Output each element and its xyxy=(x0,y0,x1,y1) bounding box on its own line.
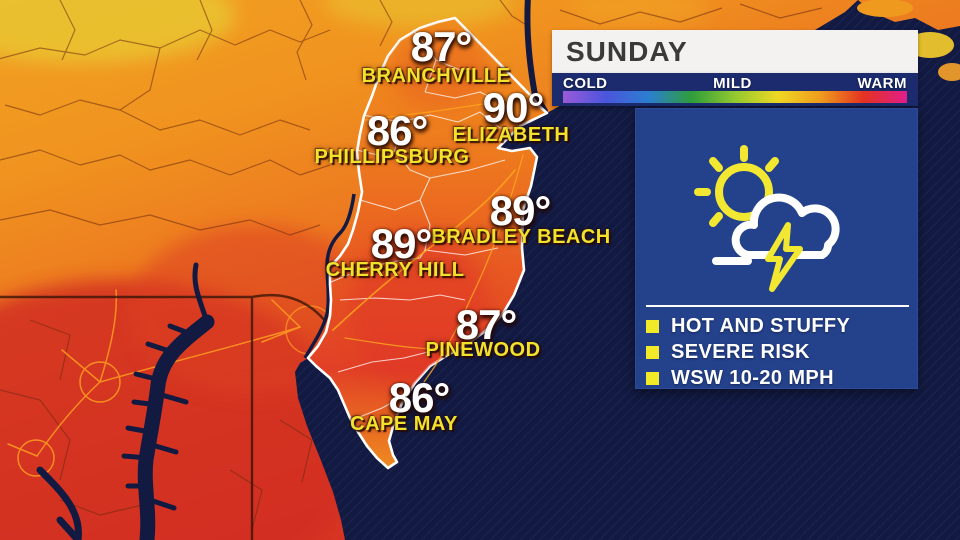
bullet-square-icon xyxy=(646,345,659,359)
scale-label-cold: COLD xyxy=(563,75,608,92)
state-lines xyxy=(0,293,327,540)
county-lines xyxy=(0,0,823,531)
lightning-icon xyxy=(765,222,803,292)
bullet-item: HOT AND STUFFY xyxy=(646,313,911,339)
temperature-scale: COLD MILD WARM xyxy=(552,73,918,106)
hudson-river xyxy=(524,0,548,114)
scale-label-mild: MILD xyxy=(713,75,752,92)
divider xyxy=(646,305,909,307)
bullet-square-icon xyxy=(646,371,659,385)
temperature-gradient xyxy=(563,91,907,103)
forecast-panel: HOT AND STUFFY SEVERE RISK WSW 10-20 MPH xyxy=(635,108,918,389)
bullet-item: SEVERE RISK xyxy=(646,339,911,365)
bullet-item: WSW 10-20 MPH xyxy=(646,365,911,391)
day-title: SUNDAY xyxy=(566,35,688,67)
sun-cloud-lightning-icon xyxy=(694,145,840,292)
forecast-bullets: HOT AND STUFFY SEVERE RISK WSW 10-20 MPH xyxy=(646,313,911,391)
scale-label-warm: WARM xyxy=(857,75,907,92)
new-jersey xyxy=(306,16,549,470)
day-header: SUNDAY xyxy=(552,30,918,73)
bullet-square-icon xyxy=(646,319,659,333)
sun-icon xyxy=(694,145,779,227)
